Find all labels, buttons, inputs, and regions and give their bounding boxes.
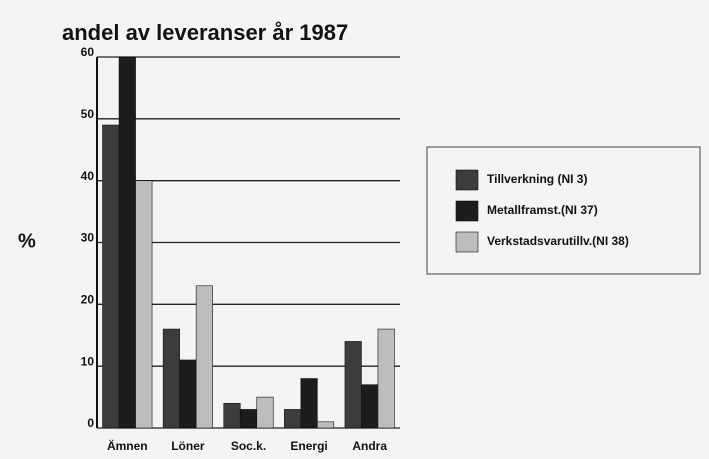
bar <box>300 378 318 429</box>
bar <box>256 396 274 429</box>
y-tick-label: 10 <box>81 354 95 368</box>
bar <box>223 402 241 429</box>
legend-swatch <box>455 200 479 222</box>
legend-swatch <box>455 231 479 253</box>
bar <box>317 421 335 429</box>
bar <box>284 409 302 429</box>
bar <box>135 180 153 429</box>
bar <box>344 341 362 429</box>
x-tick-label: Löner <box>171 439 205 453</box>
bar <box>377 328 395 429</box>
bar <box>102 124 120 429</box>
legend-swatch <box>455 169 479 191</box>
bar <box>361 384 379 429</box>
y-tick-label: 40 <box>81 169 95 183</box>
x-tick-label: Ämnen <box>107 438 148 453</box>
legend-label: Tillverkning (NI 3) <box>487 172 587 186</box>
bar <box>179 359 197 429</box>
chart-title: andel av leveranser år 1987 <box>62 20 348 45</box>
y-tick-label: 60 <box>81 45 95 59</box>
legend-box <box>426 146 701 275</box>
bar <box>239 409 258 429</box>
bar <box>118 56 136 429</box>
x-tick-label: Soc.k. <box>231 439 266 453</box>
bar <box>162 328 180 429</box>
x-tick-label: Andra <box>352 439 387 453</box>
legend-label: Verkstadsvarutillv.(NI 38) <box>487 234 629 248</box>
y-axis-label: % <box>18 230 36 252</box>
y-tick-label: 30 <box>81 231 95 245</box>
y-tick-label: 20 <box>81 293 95 307</box>
y-tick-label: 50 <box>81 107 95 121</box>
x-tick-label: Energi <box>290 439 327 453</box>
y-tick-label: 0 <box>87 416 94 430</box>
bar <box>195 285 213 429</box>
legend-label: Metallframst.(NI 37) <box>487 203 598 217</box>
